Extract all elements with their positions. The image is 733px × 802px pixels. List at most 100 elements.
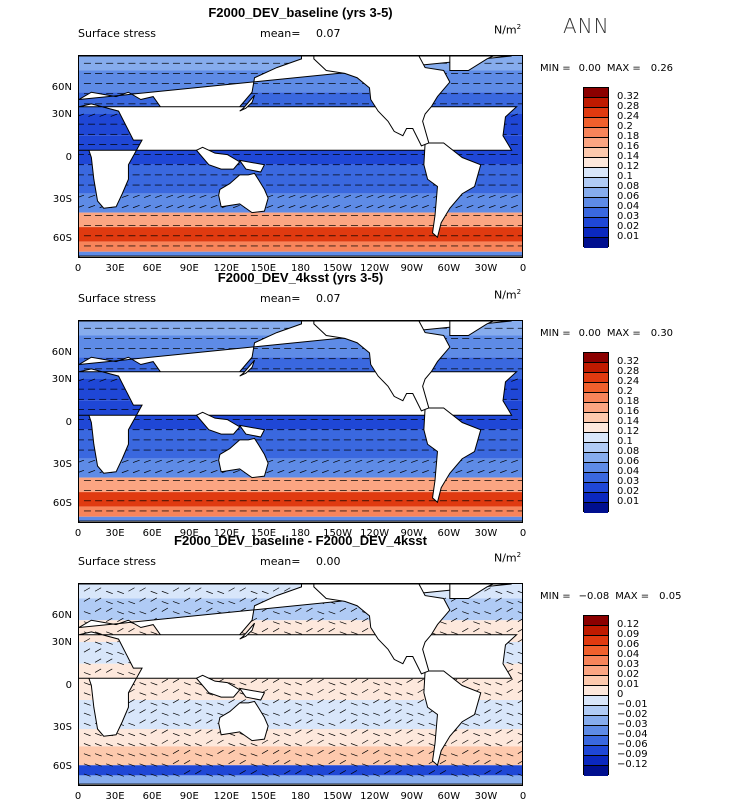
min-label: MIN = xyxy=(540,591,571,602)
colorbar-level-label: −0.09 xyxy=(617,749,648,760)
land-mass xyxy=(79,520,522,522)
panel-title: F2000_DEV_baseline - F2000_DEV_4ksst xyxy=(174,533,427,548)
colorbar-level-label: 0.2 xyxy=(617,386,633,397)
colorbar-segment xyxy=(584,423,608,433)
colorbar-segment xyxy=(584,473,608,483)
longitude-tick-label: 0 xyxy=(519,791,527,802)
longitude-tick-label: 120W xyxy=(360,791,390,802)
max-value: 0.30 xyxy=(650,328,674,339)
land-mass xyxy=(238,687,266,701)
min-label: MIN = xyxy=(540,63,571,74)
colorbar-segment xyxy=(584,118,608,128)
shading-band xyxy=(79,492,522,507)
colorbar-segment xyxy=(584,483,608,493)
land-mass xyxy=(79,631,518,737)
longitude-tick-label: 150E xyxy=(250,263,277,274)
land-mass xyxy=(218,437,269,479)
shading-band xyxy=(79,227,522,242)
colorbar-level-label: 0.2 xyxy=(617,121,633,132)
longitude-tick-label: 90W xyxy=(400,528,424,539)
colorbar-level-label: 0.12 xyxy=(617,619,640,630)
colorbar-level-label: 0 xyxy=(617,689,624,700)
longitude-tick-label: 30E xyxy=(105,528,125,539)
variable-label: Surface stress xyxy=(78,292,156,305)
colorbar-level-label: 0.02 xyxy=(617,221,640,232)
latitude-tick-label: 0 xyxy=(65,151,72,163)
colorbar-level-label: −0.06 xyxy=(617,739,648,750)
land-mass xyxy=(79,783,522,785)
colorbar-segment xyxy=(584,716,608,726)
colorbar-segment xyxy=(584,88,608,98)
colorbar-level-label: 0.12 xyxy=(617,426,640,437)
shading-band xyxy=(79,241,522,252)
land-mass xyxy=(218,700,269,742)
latitude-tick-label: 30S xyxy=(52,459,72,471)
colorbar-level-label: 0.06 xyxy=(617,191,640,202)
land-mass xyxy=(79,368,518,474)
map-panel xyxy=(78,55,523,258)
units-label: N/m2 xyxy=(494,551,521,565)
colorbar-level-label: 0.01 xyxy=(617,496,640,507)
mean-value: 0.07 xyxy=(316,292,341,305)
longitude-tick-label: 150E xyxy=(250,528,277,539)
colorbar-segment xyxy=(584,403,608,413)
mean-value: 0.00 xyxy=(316,555,341,568)
colorbar-segment xyxy=(584,108,608,118)
longitude-tick-label: 0 xyxy=(519,528,527,539)
colorbar xyxy=(583,352,609,513)
units-superscript: 2 xyxy=(516,23,522,31)
longitude-tick-label: 60E xyxy=(142,528,162,539)
longitude-tick-label: 120W xyxy=(360,528,390,539)
longitude-tick-label: 30W xyxy=(474,263,498,274)
colorbar-segment xyxy=(584,666,608,676)
longitude-tick-label: 90E xyxy=(179,528,199,539)
land-mass xyxy=(79,255,522,257)
min-value: 0.00 xyxy=(578,63,601,74)
colorbar-segment xyxy=(584,746,608,756)
max-value: 0.05 xyxy=(659,591,682,602)
units-text: N/m xyxy=(494,23,517,37)
colorbar-segment xyxy=(584,626,608,636)
longitude-tick-label: 90E xyxy=(179,791,199,802)
colorbar-segment xyxy=(584,656,608,666)
colorbar-level-label: 0.06 xyxy=(617,639,640,650)
min-max-readout: MIN = 0.00 MAX = 0.26 xyxy=(540,63,673,74)
longitude-tick-label: 60E xyxy=(142,263,162,274)
shading-band xyxy=(79,516,522,522)
colorbar-segment xyxy=(584,138,608,148)
land-mass xyxy=(423,142,482,239)
land-mass xyxy=(239,622,256,640)
colorbar-level-label: 0.24 xyxy=(617,111,640,122)
colorbar-segment xyxy=(584,373,608,383)
land-mass xyxy=(79,103,518,209)
colorbar-segment xyxy=(584,493,608,503)
colorbar-level-label: −0.04 xyxy=(617,729,648,740)
colorbar-segment xyxy=(584,616,608,626)
longitude-tick-label: 30E xyxy=(105,263,125,274)
longitude-tick-label: 0 xyxy=(74,528,82,539)
units-superscript: 2 xyxy=(516,288,522,296)
map-panel xyxy=(78,320,523,523)
max-label: MAX = xyxy=(606,328,641,339)
colorbar-segment xyxy=(584,706,608,716)
longitude-tick-label: 180 xyxy=(290,791,311,802)
land-mass xyxy=(423,407,482,504)
longitude-tick-label: 120E xyxy=(213,263,240,274)
longitude-tick-label: 60W xyxy=(437,263,461,274)
max-value: 0.26 xyxy=(650,63,674,74)
colorbar-level-label: 0.02 xyxy=(617,669,640,680)
latitude-tick-label: 60S xyxy=(52,497,72,509)
map-svg xyxy=(79,584,522,785)
latitude-tick-label: 60N xyxy=(51,347,72,359)
land-mass xyxy=(313,584,451,675)
colorbar-level-label: 0.18 xyxy=(617,131,640,142)
colorbar xyxy=(583,87,609,248)
colorbar-level-label: −0.03 xyxy=(617,719,648,730)
map-svg xyxy=(79,321,522,522)
colorbar-segment xyxy=(584,453,608,463)
season-label: ANN xyxy=(563,14,610,38)
land-mass xyxy=(423,670,482,767)
colorbar-segment xyxy=(584,636,608,646)
longitude-tick-label: 120W xyxy=(360,263,390,274)
colorbar-level-label: 0.18 xyxy=(617,396,640,407)
